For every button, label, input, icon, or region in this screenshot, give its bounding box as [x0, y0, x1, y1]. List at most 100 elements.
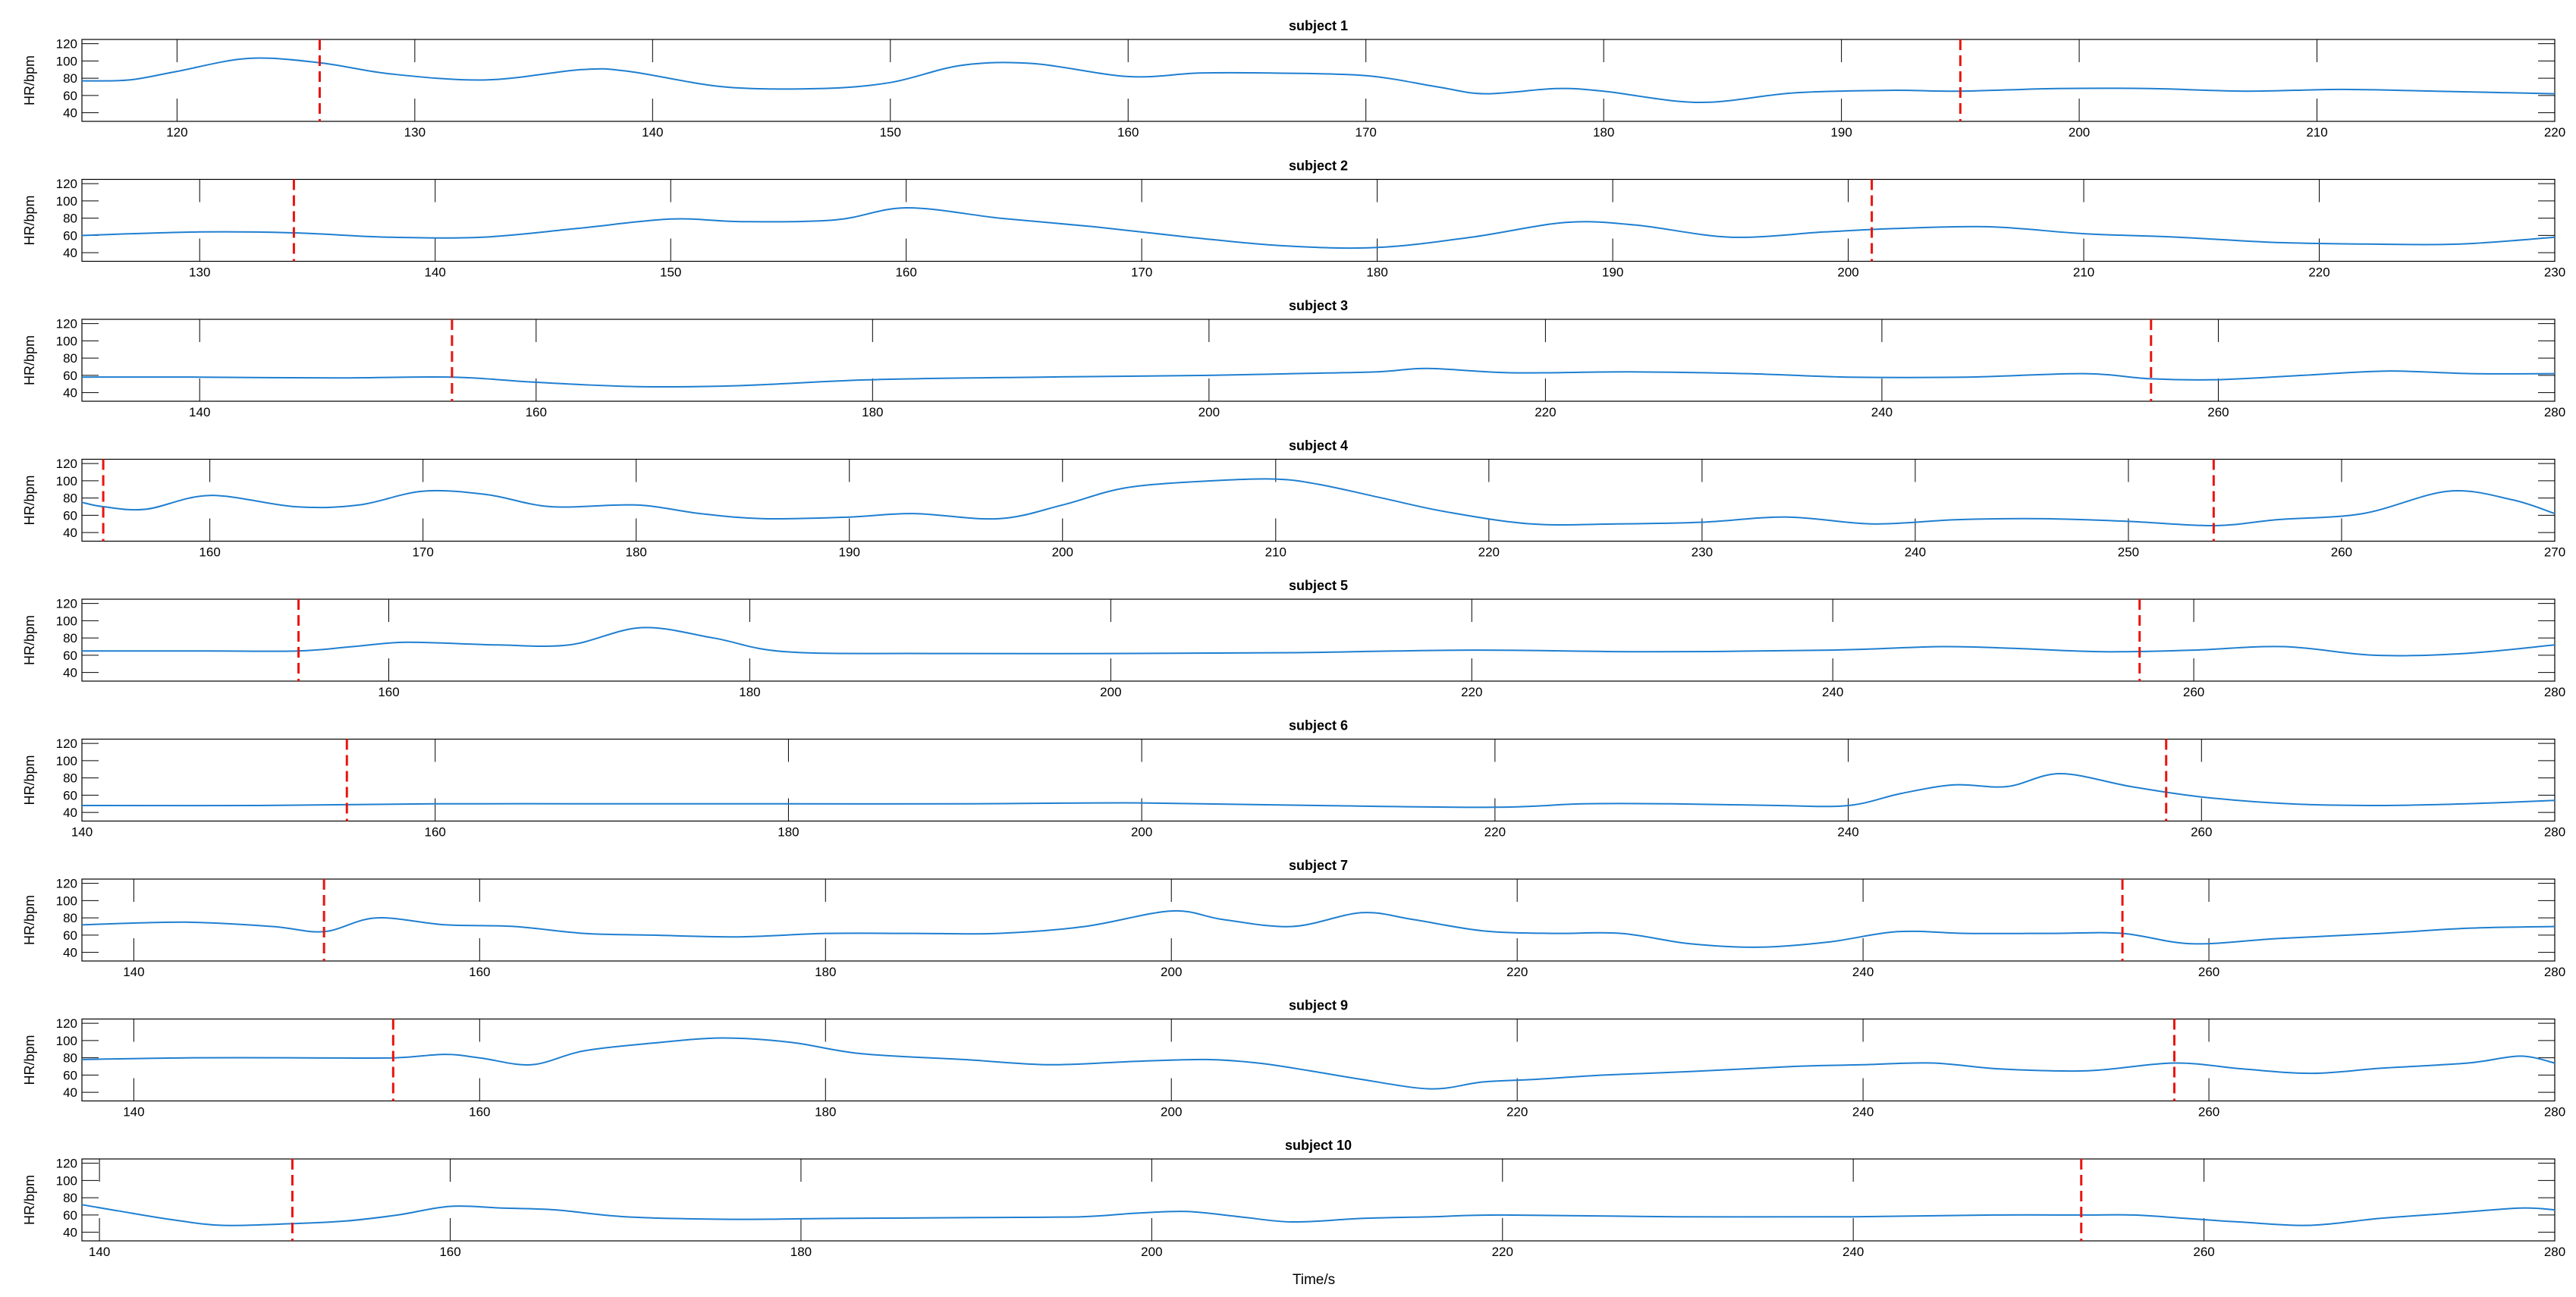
y-tick-label: 60: [63, 508, 77, 523]
subplot-title: subject 1: [1289, 18, 1348, 33]
subplot-4: subject 4 HR/bpm 40 60 80 100 120 160 170 180 190 2…: [22, 438, 2565, 560]
x-tick-label: 180: [790, 1245, 812, 1259]
x-tick-label: 280: [2544, 965, 2565, 979]
x-tick-label: 120: [166, 125, 187, 140]
subplot-title: subject 10: [1285, 1138, 1352, 1153]
subplot-9: subject 10 HR/bpm 40 60 80 100 120 140 160 180 200…: [22, 1138, 2565, 1259]
x-tick-label: 130: [404, 125, 426, 140]
y-tick-label: 40: [63, 526, 77, 540]
y-tick-label: 40: [63, 946, 77, 960]
y-tick-label: 120: [56, 736, 77, 751]
x-tick-label: 240: [1852, 965, 1874, 979]
y-tick-label: 80: [63, 1191, 77, 1205]
x-tick-label: 180: [626, 545, 647, 560]
y-tick-label: 120: [56, 177, 77, 191]
x-tick-label: 140: [425, 265, 446, 280]
subplot-2: subject 2 HR/bpm 40 60 80 100 120 130 140 150 160 1…: [22, 159, 2565, 280]
x-tick-label: 200: [1161, 1105, 1182, 1120]
y-tick-label: 120: [56, 597, 77, 611]
y-tick-label: 40: [63, 386, 77, 400]
x-tick-label: 220: [1492, 1245, 1513, 1259]
subplot-title: subject 4: [1289, 438, 1348, 454]
y-axis-label: HR/bpm: [22, 1175, 37, 1225]
x-tick-label: 220: [2308, 265, 2329, 280]
x-tick-label: 150: [660, 265, 681, 280]
y-tick-label: 60: [63, 928, 77, 943]
y-tick-label: 120: [56, 457, 77, 471]
y-tick-label: 100: [56, 474, 77, 488]
axes-frame: [81, 1158, 2556, 1242]
y-tick-label: 80: [63, 771, 77, 786]
x-tick-label: 220: [1506, 1105, 1528, 1120]
x-tick-label: 240: [1905, 545, 1926, 560]
y-tick-label: 120: [56, 37, 77, 52]
subplot-title: subject 5: [1289, 578, 1348, 593]
x-tick-label: 260: [2198, 965, 2219, 979]
x-tick-label: 260: [2193, 1245, 2214, 1259]
y-axis-label: HR/bpm: [22, 755, 37, 805]
x-tick-label: 200: [1837, 265, 1858, 280]
x-tick-label: 180: [815, 965, 836, 979]
axes-frame: [81, 178, 2556, 262]
x-tick-label: 150: [880, 125, 901, 140]
x-tick-label: 200: [2069, 125, 2090, 140]
subplot-title: subject 2: [1289, 159, 1348, 174]
x-tick-label: 160: [526, 405, 547, 419]
x-tick-label: 280: [2544, 405, 2565, 419]
axes-frame: [81, 878, 2556, 962]
y-tick-label: 40: [63, 1085, 77, 1100]
hr-series-line: [81, 57, 2556, 104]
x-tick-label: 180: [815, 1105, 836, 1120]
x-tick-label: 220: [2544, 125, 2565, 140]
x-tick-label: 240: [1837, 825, 1858, 840]
x-tick-label: 160: [1117, 125, 1139, 140]
y-tick-label: 60: [63, 648, 77, 663]
y-tick-label: 60: [63, 788, 77, 802]
x-tick-label: 240: [1822, 685, 1843, 699]
y-tick-label: 120: [56, 317, 77, 331]
y-tick-label: 120: [56, 1016, 77, 1031]
x-tick-label: 180: [862, 405, 883, 419]
x-tick-label: 220: [1461, 685, 1482, 699]
x-tick-label: 140: [123, 1105, 144, 1120]
subplot-8: subject 9 HR/bpm 40 60 80 100 120 140 160 180 200 2…: [22, 998, 2565, 1120]
x-tick-label: 260: [2183, 685, 2204, 699]
hr-series-line: [81, 1204, 2556, 1226]
y-tick-label: 80: [63, 212, 77, 226]
x-tick-label: 200: [1100, 685, 1121, 699]
x-tick-label: 180: [1593, 125, 1614, 140]
y-tick-label: 60: [63, 228, 77, 243]
axes-frame: [81, 319, 2556, 402]
y-tick-label: 80: [63, 631, 77, 645]
x-tick-label: 280: [2544, 685, 2565, 699]
x-axis-label: Time/s: [1293, 1272, 1335, 1288]
y-tick-label: 80: [63, 911, 77, 925]
y-axis-label: HR/bpm: [22, 1035, 37, 1085]
hr-series-line: [81, 772, 2556, 809]
y-tick-label: 100: [56, 614, 77, 628]
x-tick-label: 240: [1871, 405, 1893, 419]
x-tick-label: 260: [2331, 545, 2352, 560]
axes-frame: [81, 738, 2556, 822]
y-axis-label: HR/bpm: [22, 335, 37, 385]
x-tick-label: 210: [1265, 545, 1286, 560]
y-tick-label: 40: [63, 246, 77, 260]
y-tick-label: 100: [56, 893, 77, 908]
subplot-title: subject 7: [1289, 858, 1348, 873]
y-tick-label: 100: [56, 1034, 77, 1048]
y-tick-label: 100: [56, 334, 77, 348]
subplot-5: subject 5 HR/bpm 40 60 80 100 120 160 180 200 220 2…: [22, 578, 2565, 699]
x-tick-label: 230: [1692, 545, 1713, 560]
x-tick-label: 180: [1366, 265, 1387, 280]
x-tick-label: 200: [1131, 825, 1152, 840]
x-tick-label: 250: [2118, 545, 2139, 560]
x-tick-label: 130: [189, 265, 210, 280]
subplot-title: subject 3: [1289, 298, 1348, 313]
y-tick-label: 100: [56, 1173, 77, 1188]
x-tick-label: 190: [1830, 125, 1852, 140]
y-tick-label: 40: [63, 106, 77, 121]
x-tick-label: 260: [2191, 825, 2212, 840]
y-tick-label: 60: [63, 89, 77, 103]
y-tick-label: 100: [56, 194, 77, 209]
